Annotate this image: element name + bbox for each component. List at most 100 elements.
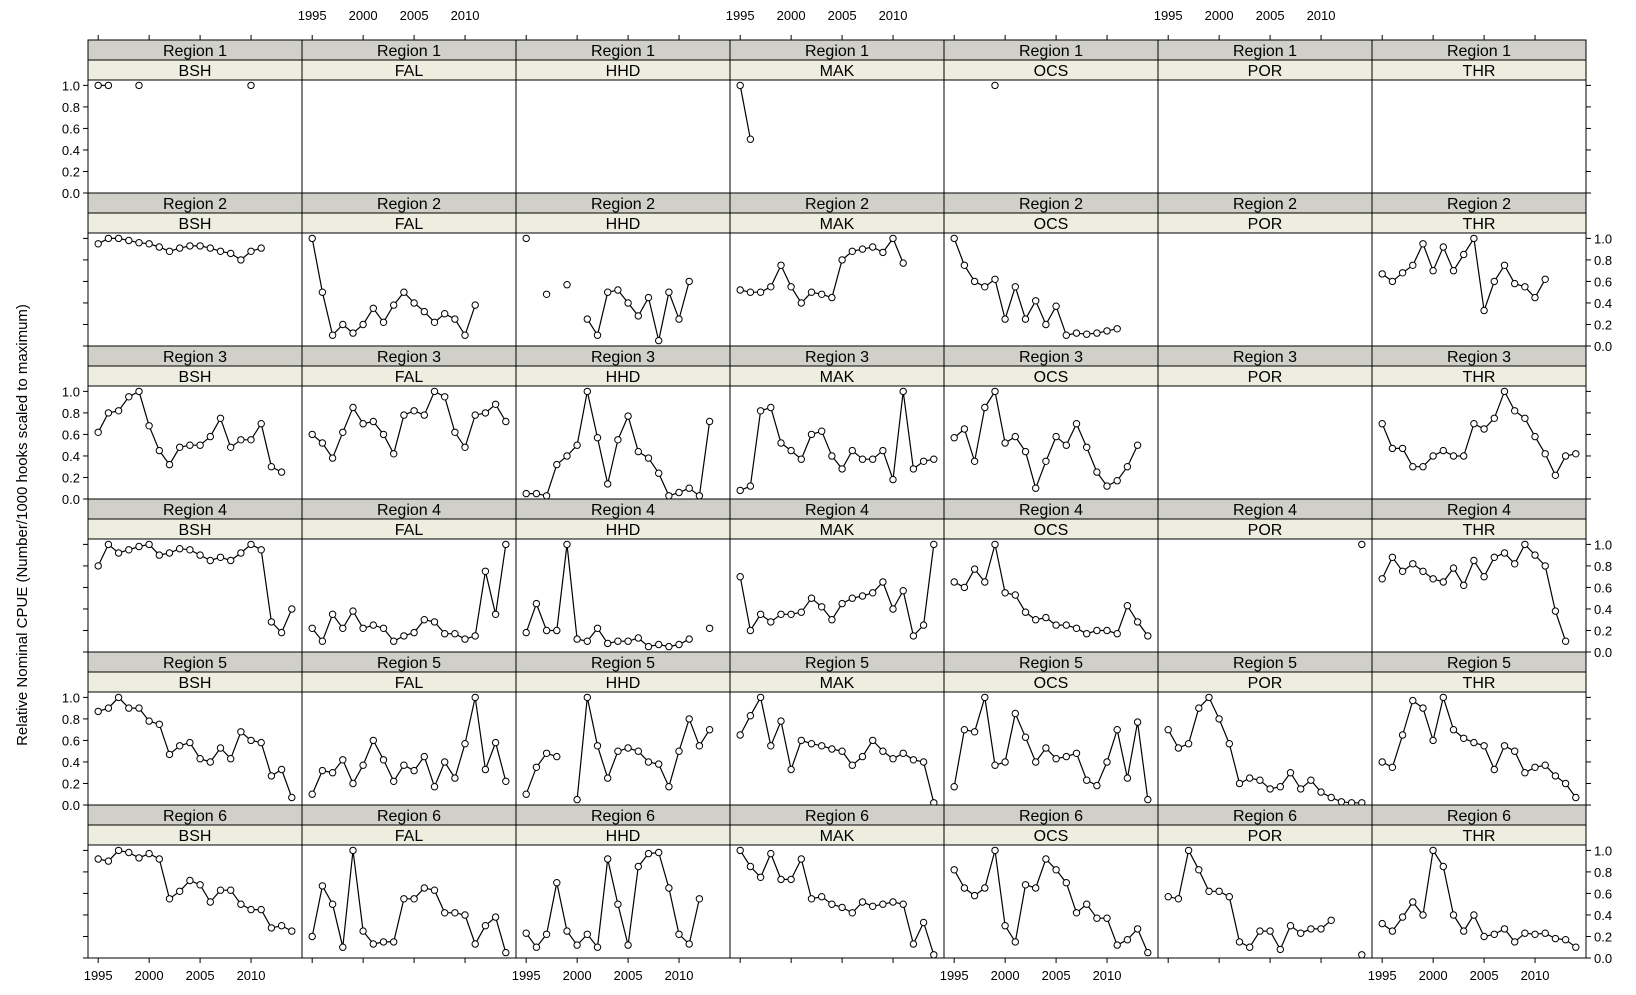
data-point (1409, 696, 1417, 705)
data-point (1521, 414, 1529, 422)
data-point (736, 573, 744, 581)
species-strip-label: POR (1248, 675, 1283, 692)
data-point (1551, 934, 1560, 943)
data-point (267, 772, 276, 780)
data-point (1429, 575, 1437, 583)
y-tick-label: 0.4 (62, 143, 80, 158)
region-strip-label: Region 2 (591, 196, 655, 213)
x-tick-label: 2005 (186, 968, 215, 983)
panel-frame (301, 538, 517, 653)
data-point (420, 411, 428, 419)
data-point (573, 941, 581, 949)
data-point (970, 728, 979, 736)
y-tick-label: 0.4 (62, 755, 80, 770)
panel-frame (1371, 385, 1587, 500)
data-point (1133, 925, 1142, 933)
data-point (400, 761, 408, 769)
data-point (675, 315, 683, 323)
series-line (953, 238, 1118, 336)
data-point (553, 626, 561, 635)
data-point (196, 242, 204, 250)
data-point (1531, 763, 1539, 771)
data-point (705, 726, 714, 734)
species-strip-label: THR (1463, 63, 1496, 80)
data-point (1409, 261, 1417, 269)
series-line (311, 238, 476, 337)
region-strip-label: Region 3 (591, 349, 655, 366)
series-line (953, 544, 1149, 637)
data-point (573, 635, 581, 643)
data-point (186, 876, 194, 885)
data-point (828, 616, 836, 624)
data-point (1419, 704, 1427, 712)
data-point (1184, 846, 1193, 855)
data-point (339, 943, 347, 951)
data-point (145, 422, 153, 430)
panel-frame (515, 538, 731, 653)
series-line (576, 697, 711, 800)
data-point (807, 895, 816, 903)
data-point (848, 446, 856, 455)
data-point (522, 628, 530, 637)
data-point (604, 774, 612, 782)
data-point (1062, 441, 1071, 449)
species-strip-label: OCS (1034, 675, 1069, 692)
data-point (665, 492, 673, 500)
data-point (1195, 704, 1203, 712)
series-line (1167, 696, 1362, 804)
data-point (807, 740, 816, 748)
data-point (430, 387, 439, 396)
data-point (308, 932, 316, 941)
data-point (583, 930, 591, 938)
panel-frame (1371, 232, 1587, 347)
y-tick-label: 0.0 (1594, 951, 1612, 966)
data-point (1398, 269, 1407, 277)
data-point (869, 902, 877, 910)
y-tick-label: 0.0 (62, 186, 80, 201)
data-point (604, 855, 612, 863)
data-point (1205, 887, 1213, 895)
data-point (165, 460, 174, 469)
data-point (879, 747, 887, 755)
data-point (369, 304, 377, 312)
series-line (525, 851, 700, 949)
data-point (573, 441, 581, 449)
data-point (1470, 738, 1478, 747)
data-point (1439, 693, 1448, 702)
data-point (461, 331, 469, 339)
data-point (634, 312, 642, 320)
data-point (1093, 329, 1101, 337)
data-point (777, 717, 785, 725)
species-strip-label: THR (1463, 675, 1496, 692)
data-point (318, 288, 327, 296)
region-strip-label: Region 6 (805, 808, 869, 825)
data-point (604, 480, 612, 488)
data-point (1470, 234, 1478, 243)
data-point (1541, 275, 1549, 283)
y-tick-label: 0.4 (62, 449, 80, 464)
panel-frame (301, 691, 517, 806)
data-point (1195, 866, 1203, 874)
data-point (869, 455, 877, 463)
data-point (125, 236, 133, 245)
data-point (1398, 913, 1407, 921)
data-point (430, 318, 439, 326)
data-point (145, 849, 153, 858)
data-point (1490, 414, 1499, 422)
data-point (644, 293, 653, 302)
data-point (1490, 930, 1499, 938)
data-point (125, 704, 133, 712)
data-point (767, 849, 775, 858)
data-point (451, 428, 459, 436)
data-point (257, 546, 265, 554)
data-point (277, 628, 286, 637)
data-point (1011, 938, 1019, 946)
data-point (216, 247, 225, 256)
data-point (542, 626, 551, 635)
data-point (257, 738, 265, 747)
series-line (525, 752, 557, 795)
data-point (328, 900, 337, 908)
data-point (542, 749, 551, 757)
data-point (1042, 855, 1050, 863)
data-point (441, 909, 449, 917)
